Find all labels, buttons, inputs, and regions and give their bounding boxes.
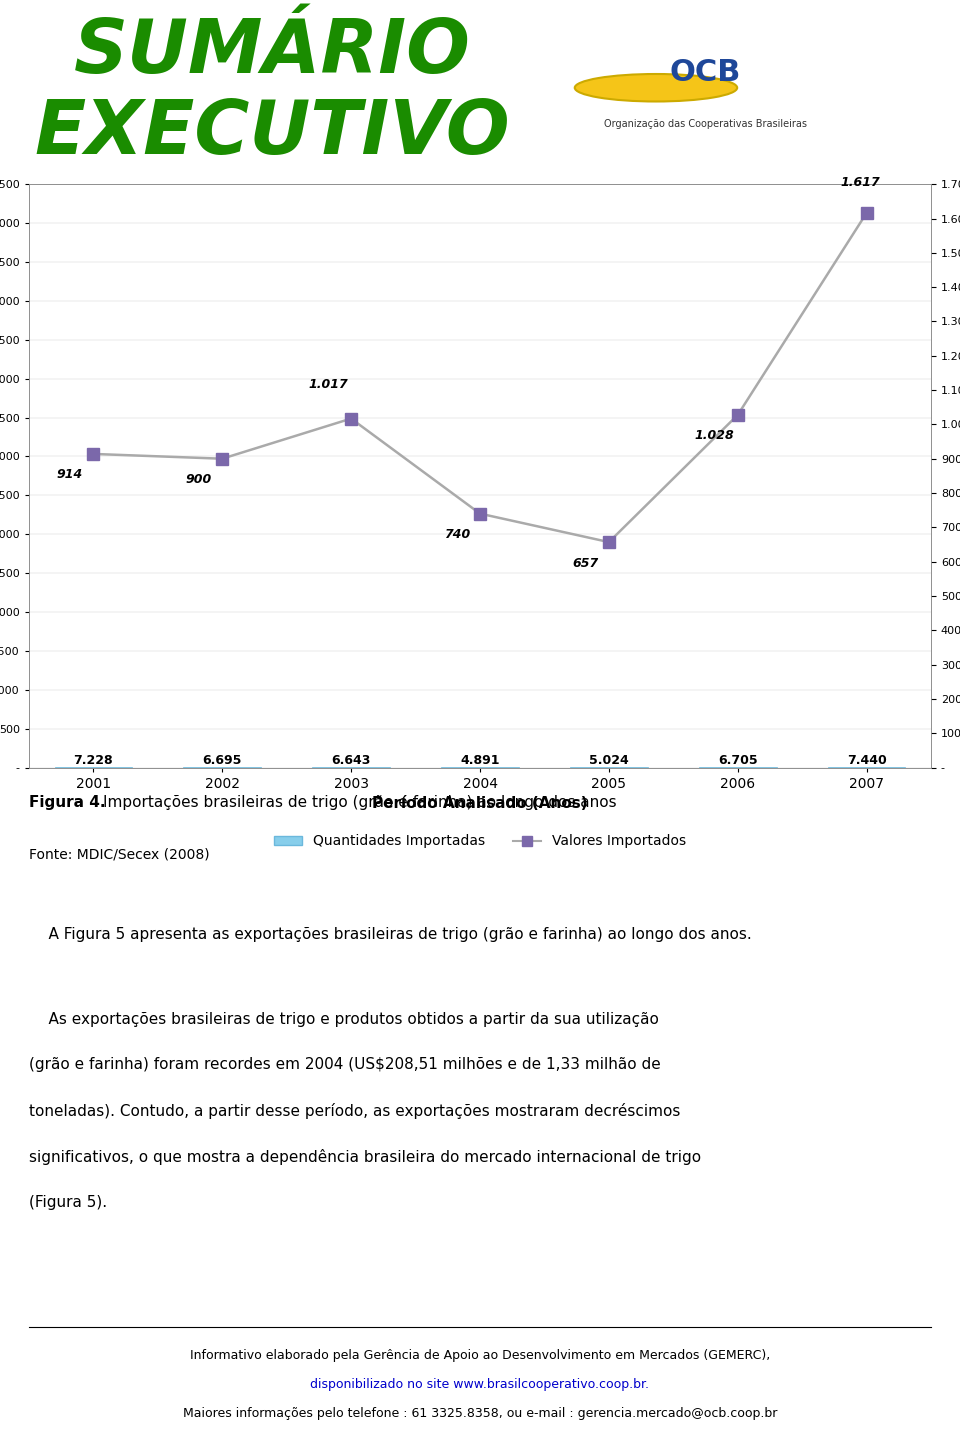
Text: (Figura 5).: (Figura 5).: [29, 1195, 107, 1210]
Text: OCB: OCB: [670, 58, 741, 86]
Text: 657: 657: [572, 556, 599, 569]
X-axis label: Período Analisado (Anos): Período Analisado (Anos): [372, 795, 588, 811]
Text: disponibilizado no site www.brasilcooperativo.coop.br.: disponibilizado no site www.brasilcooper…: [310, 1378, 650, 1391]
Text: Informativo elaborado pela Gerência de Apoio ao Desenvolvimento em Mercados (GEM: Informativo elaborado pela Gerência de A…: [190, 1349, 770, 1362]
Text: 740: 740: [444, 527, 470, 540]
Text: 6.643: 6.643: [331, 754, 371, 767]
Text: Organização das Cooperativas Brasileiras: Organização das Cooperativas Brasileiras: [604, 120, 807, 130]
Text: 1.617: 1.617: [840, 176, 880, 189]
Text: 1.017: 1.017: [308, 378, 348, 391]
Text: 4.891: 4.891: [460, 754, 500, 767]
Text: 914: 914: [57, 468, 84, 481]
Text: EXECUTIVO: EXECUTIVO: [35, 97, 511, 170]
Text: 1.028: 1.028: [695, 429, 734, 442]
Text: Fonte: MDIC/Secex (2008): Fonte: MDIC/Secex (2008): [29, 847, 209, 862]
Text: SUMÁRIO: SUMÁRIO: [74, 16, 471, 89]
Text: 7.228: 7.228: [74, 754, 113, 767]
Text: 5.024: 5.024: [589, 754, 629, 767]
Text: 6.705: 6.705: [718, 754, 757, 767]
Text: 900: 900: [186, 473, 212, 486]
Text: Figura 4.: Figura 4.: [29, 795, 106, 810]
Text: (grão e farinha) foram recordes em 2004 (US$208,51 milhões e de 1,33 milhão de: (grão e farinha) foram recordes em 2004 …: [29, 1058, 660, 1072]
Text: 7.440: 7.440: [847, 754, 887, 767]
Text: As exportações brasileiras de trigo e produtos obtidos a partir da sua utilizaçã: As exportações brasileiras de trigo e pr…: [29, 1012, 659, 1026]
Text: 6.695: 6.695: [203, 754, 242, 767]
Text: A Figura 5 apresenta as exportações brasileiras de trigo (grão e farinha) ao lon: A Figura 5 apresenta as exportações bras…: [29, 927, 752, 942]
Text: Importações brasileiras de trigo (grão e farinha) ao longo dos anos: Importações brasileiras de trigo (grão e…: [103, 795, 616, 810]
Text: significativos, o que mostra a dependência brasileira do mercado internacional d: significativos, o que mostra a dependênc…: [29, 1150, 701, 1166]
Text: toneladas). Contudo, a partir desse período, as exportações mostraram decréscimo: toneladas). Contudo, a partir desse perí…: [29, 1104, 681, 1120]
Legend: Quantidades Importadas, Valores Importados: Quantidades Importadas, Valores Importad…: [269, 829, 691, 855]
Circle shape: [575, 73, 737, 101]
Text: Maiores informações pelo telefone : 61 3325.8358, ou e-mail : gerencia.mercado@o: Maiores informações pelo telefone : 61 3…: [182, 1408, 778, 1421]
